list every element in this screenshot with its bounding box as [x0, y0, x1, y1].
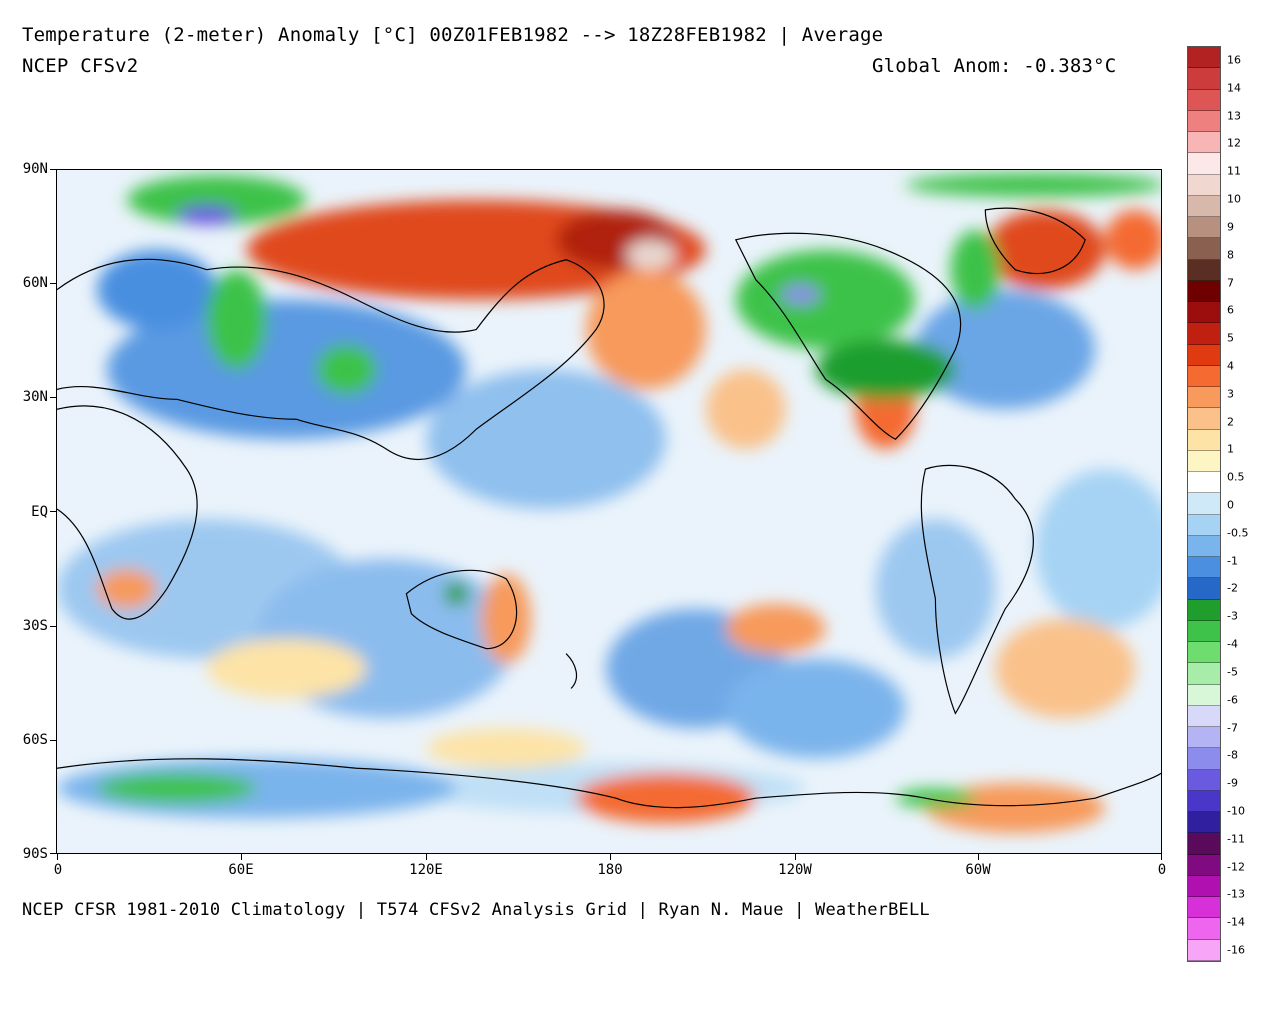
colorbar-label: -8 — [1227, 748, 1238, 762]
colorbar-segment — [1188, 833, 1220, 855]
lon-label-0-left: 0 — [53, 862, 63, 878]
colorbar-label: 9 — [1227, 220, 1234, 234]
colorbar-segment — [1188, 918, 1220, 940]
colorbar-label: -3 — [1227, 609, 1238, 623]
anomaly-map — [56, 169, 1162, 854]
colorbar-label: -16 — [1227, 943, 1245, 957]
map-title: Temperature (2-meter) Anomaly [°C] 00Z01… — [22, 24, 884, 46]
lon-label-180: 180 — [597, 862, 623, 878]
colorbar-segment — [1188, 387, 1220, 409]
colorbar-label: 8 — [1227, 248, 1234, 262]
lat-label-60n: 60N — [22, 275, 48, 291]
colorbar-segment — [1188, 514, 1220, 536]
colorbar-label: 16 — [1227, 53, 1241, 67]
colorbar-segment — [1188, 174, 1220, 196]
colorbar-segment — [1188, 89, 1220, 111]
colorbar-label: 11 — [1227, 164, 1241, 178]
lat-label-30n: 30N — [22, 389, 48, 405]
colorbar-segment — [1188, 748, 1220, 770]
colorbar-label: -1 — [1227, 554, 1238, 568]
colorbar-label: -5 — [1227, 665, 1238, 679]
colorbar-segment — [1188, 217, 1220, 239]
global-anomaly: Global Anom: -0.383°C — [872, 55, 1117, 77]
colorbar-label: 6 — [1227, 303, 1234, 317]
colorbar — [1187, 46, 1221, 962]
colorbar-segment — [1188, 790, 1220, 813]
colorbar-label: -12 — [1227, 860, 1245, 874]
colorbar-segment — [1188, 578, 1220, 600]
anomaly-field — [57, 170, 1161, 853]
colorbar-segment — [1188, 727, 1220, 749]
colorbar-label: 0.5 — [1227, 470, 1245, 484]
colorbar-label: -13 — [1227, 887, 1245, 901]
colorbar-label: -14 — [1227, 915, 1245, 929]
colorbar-label: 10 — [1227, 192, 1241, 206]
colorbar-label: -0.5 — [1227, 526, 1249, 540]
colorbar-label: 4 — [1227, 359, 1234, 373]
colorbar-segment — [1188, 472, 1220, 494]
colorbar-label: 3 — [1227, 387, 1234, 401]
colorbar-segment — [1188, 365, 1220, 388]
colorbar-segment — [1188, 854, 1220, 876]
lat-label-90s: 90S — [22, 846, 48, 862]
colorbar-segment — [1188, 408, 1220, 430]
colorbar-segment — [1188, 642, 1220, 664]
colorbar-segment — [1188, 684, 1220, 706]
lat-label-30s: 30S — [22, 618, 48, 634]
colorbar-segment — [1188, 153, 1220, 175]
colorbar-label: 1 — [1227, 442, 1234, 456]
coastlines — [57, 207, 1161, 809]
colorbar-segment — [1188, 132, 1220, 154]
lon-label-0-right: 0 — [1157, 862, 1167, 878]
model-name: NCEP CFSv2 — [22, 55, 139, 77]
lat-label-60s: 60S — [22, 732, 48, 748]
colorbar-segment — [1188, 344, 1220, 366]
colorbar-segment — [1188, 812, 1220, 834]
colorbar-label: -7 — [1227, 721, 1238, 734]
colorbar-segment — [1188, 620, 1220, 643]
colorbar-segment — [1188, 238, 1220, 260]
colorbar-segment — [1188, 557, 1220, 579]
colorbar-label: -11 — [1227, 832, 1245, 846]
colorbar-label: 5 — [1227, 331, 1234, 345]
colorbar-segment — [1188, 280, 1220, 303]
colorbar-segment — [1188, 663, 1220, 685]
colorbar-label: 14 — [1227, 81, 1241, 95]
colorbar-label: 0 — [1227, 498, 1234, 512]
colorbar-segment — [1188, 599, 1220, 621]
lat-label-90n: 90N — [22, 161, 48, 177]
lon-label-120e: 120E — [409, 862, 443, 878]
colorbar-segment — [1188, 259, 1220, 281]
colorbar-label: -2 — [1227, 581, 1238, 595]
colorbar-segment — [1188, 493, 1220, 515]
colorbar-label: 7 — [1227, 276, 1234, 289]
credits-footer: NCEP CFSR 1981-2010 Climatology | T574 C… — [22, 900, 930, 920]
colorbar-segment — [1188, 535, 1220, 558]
colorbar-segment — [1188, 47, 1220, 69]
colorbar-segment — [1188, 939, 1220, 961]
colorbar-label: -4 — [1227, 637, 1238, 651]
colorbar-segment — [1188, 323, 1220, 345]
lat-label-eq: EQ — [31, 504, 48, 520]
colorbar-label: -10 — [1227, 804, 1245, 818]
colorbar-label: -6 — [1227, 693, 1238, 707]
lon-label-60e: 60E — [228, 862, 254, 878]
colorbar-label: 13 — [1227, 109, 1241, 123]
colorbar-segment — [1188, 897, 1220, 919]
lon-label-60w: 60W — [965, 862, 991, 878]
colorbar-segment — [1188, 705, 1220, 728]
colorbar-segment — [1188, 302, 1220, 324]
lon-label-120w: 120W — [778, 862, 812, 878]
colorbar-label: 2 — [1227, 415, 1234, 429]
colorbar-segment — [1188, 875, 1220, 898]
colorbar-segment — [1188, 195, 1220, 218]
colorbar-segment — [1188, 110, 1220, 133]
colorbar-segment — [1188, 769, 1220, 791]
colorbar-segment — [1188, 429, 1220, 451]
colorbar-segment — [1188, 68, 1220, 90]
colorbar-label: 12 — [1227, 136, 1241, 150]
colorbar-label: -9 — [1227, 776, 1238, 790]
colorbar-segment — [1188, 450, 1220, 473]
